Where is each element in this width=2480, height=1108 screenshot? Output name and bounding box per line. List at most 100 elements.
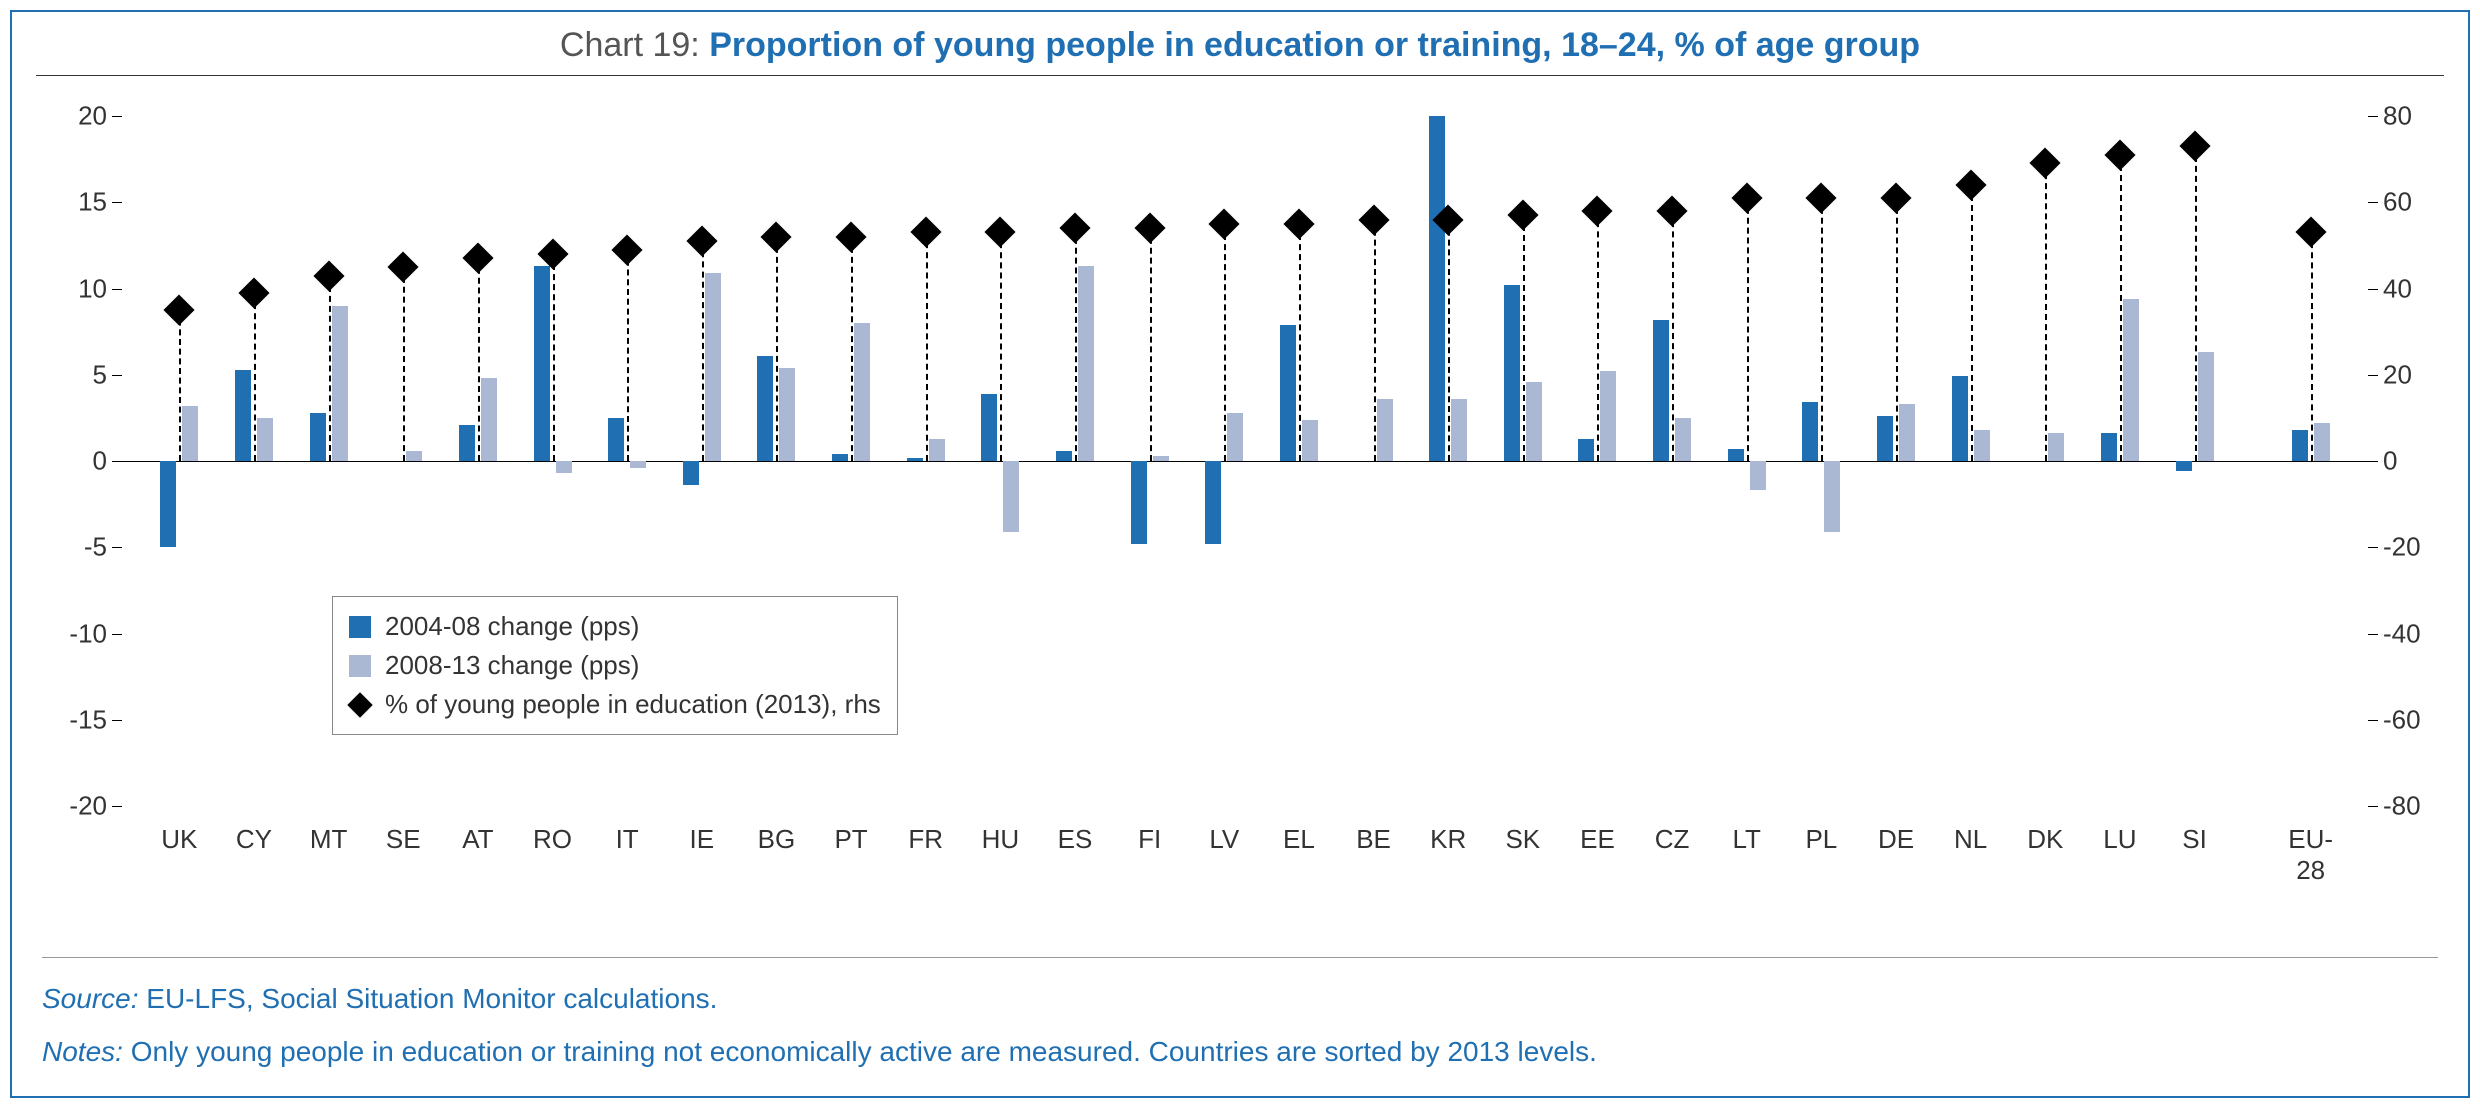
x-category-label: DK [2027,824,2063,855]
bar-s2 [481,378,497,461]
marker-dropline [1299,224,1301,461]
legend-label-marker: % of young people in education (2013), r… [385,689,881,720]
y-right-tick: 80 [2383,101,2438,132]
bar-s1 [1429,116,1445,461]
y-right-tick: 40 [2383,273,2438,304]
diamond-marker [836,221,867,252]
x-category-label: DE [1878,824,1914,855]
diamond-marker [2104,139,2135,170]
x-category-label: RO [533,824,572,855]
bar-s1 [907,458,923,461]
marker-dropline [2311,232,2313,461]
bar-s1 [757,356,773,461]
marker-dropline [1672,211,1674,461]
y-right-tick: 20 [2383,359,2438,390]
marker-dropline [179,310,181,461]
diamond-marker [1582,195,1613,226]
bar-s2 [1899,404,1915,461]
bar-s1 [160,461,176,547]
bar-s1 [1205,461,1221,544]
bar-s1 [1056,451,1072,461]
marker-dropline [553,254,555,461]
x-category-label: UK [161,824,197,855]
marker-dropline [2045,163,2047,461]
y-left-tick: -15 [52,704,107,735]
x-category-label: CY [236,824,272,855]
diamond-marker [1209,208,1240,239]
diamond-marker [686,226,717,257]
bar-s1 [1131,461,1147,544]
y-left-tick: -5 [52,532,107,563]
bar-s2 [1526,382,1542,461]
diamond-marker [1955,169,1986,200]
marker-dropline [1075,228,1077,461]
marker-dropline [702,241,704,461]
y-left-tick: 15 [52,187,107,218]
title-prefix: Chart 19: [560,26,709,64]
bar-s1 [1280,325,1296,461]
bar-s2 [406,451,422,461]
bar-s1 [534,266,550,461]
bar-s2 [1003,461,1019,532]
bar-s2 [1451,399,1467,461]
bar-s1 [459,425,475,461]
diamond-marker [462,243,493,274]
bar-s2 [2314,423,2330,461]
bar-s2 [2198,352,2214,461]
bar-s1 [1952,376,1968,461]
x-category-label: MT [310,824,348,855]
bar-s2 [1302,420,1318,461]
bar-s1 [2292,430,2308,461]
legend-item-s2: 2008-13 change (pps) [349,646,881,685]
x-category-label: AT [462,824,493,855]
y-right-tick: -40 [2383,618,2438,649]
title-main: Proportion of young people in education … [709,26,1920,64]
x-category-label: SI [2182,824,2207,855]
footer-divider [42,957,2438,958]
marker-dropline [254,293,256,461]
x-category-label: LU [2103,824,2136,855]
y-right-tick: 0 [2383,446,2438,477]
y-left-tick: 10 [52,273,107,304]
legend-label-s1: 2004-08 change (pps) [385,611,639,642]
bar-s1 [235,370,251,461]
marker-dropline [1971,185,1973,461]
footer-notes: Notes: Only young people in education or… [42,1025,2438,1078]
marker-dropline [851,237,853,461]
bar-s2 [1824,461,1840,532]
diamond-marker [388,251,419,282]
marker-dropline [1150,228,1152,461]
bar-s2 [1600,371,1616,461]
diamond-marker [164,295,195,326]
marker-dropline [2120,155,2122,461]
x-category-label: CZ [1655,824,1690,855]
x-category-label: EL [1283,824,1315,855]
legend-item-s1: 2004-08 change (pps) [349,607,881,646]
x-category-label: SE [386,824,421,855]
bar-s2 [556,461,572,473]
legend-swatch-s1 [349,616,371,638]
footer-source-label: Source: [42,983,139,1014]
bar-s2 [1377,399,1393,461]
bar-s1 [310,413,326,461]
legend-diamond-icon [347,692,372,717]
marker-dropline [2195,146,2197,461]
marker-dropline [1523,215,1525,461]
y-left-tick: -20 [52,791,107,822]
bar-s2 [2123,299,2139,461]
diamond-marker [537,238,568,269]
bar-s2 [929,439,945,461]
bar-s2 [779,368,795,461]
bar-s1 [683,461,699,485]
diamond-marker [2179,131,2210,162]
chart-title: Chart 19: Proportion of young people in … [36,12,2444,76]
y-left-tick: 20 [52,101,107,132]
diamond-marker [612,234,643,265]
chart-frame: Chart 19: Proportion of young people in … [10,10,2470,1098]
x-category-label: LV [1209,824,1239,855]
x-category-label: KR [1430,824,1466,855]
bar-s1 [608,418,624,461]
bar-s2 [854,323,870,461]
bar-s2 [705,273,721,461]
diamond-marker [1507,200,1538,231]
